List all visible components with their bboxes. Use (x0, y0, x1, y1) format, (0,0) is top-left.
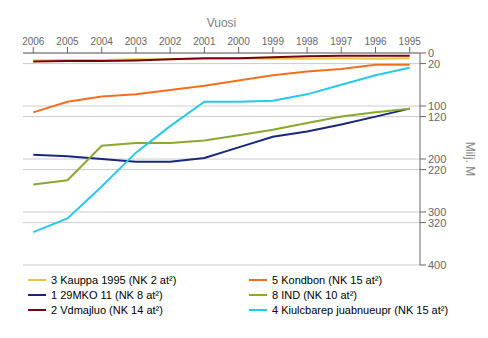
svg-text:100: 100 (428, 99, 447, 112)
html-text:3 Kauppa 1995 (NK 2 at²): 3 Kauppa 1995 (NK 2 at²) (51, 274, 177, 286)
html-text:2 Vdmajluo (NK 14 at²): 2 Vdmajluo (NK 14 at²) (51, 304, 163, 316)
svg-text:320: 320 (428, 217, 446, 229)
svg-text:2004: 2004 (91, 36, 114, 47)
html-text:1 29MKO 11 (NK 8 at²): 1 29MKO 11 (NK 8 at²) (51, 289, 163, 301)
svg-text:2000: 2000 (227, 36, 250, 47)
html-text:5 Kondbon (NK 15 at²): 5 Kondbon (NK 15 at²) (272, 274, 383, 286)
svg-text:2005: 2005 (56, 36, 79, 47)
svg-text:2002: 2002 (159, 36, 182, 47)
svg-text:1996: 1996 (364, 36, 387, 47)
svg-text:220: 220 (428, 164, 446, 176)
svg-text:Milj. M: Milj. M (463, 142, 477, 177)
svg-text:1995: 1995 (399, 36, 422, 47)
svg-text:20: 20 (428, 58, 440, 70)
svg-text:Vuosi: Vuosi (207, 16, 237, 30)
svg-text:0: 0 (428, 46, 435, 59)
svg-text:120: 120 (428, 111, 446, 123)
svg-text:2003: 2003 (125, 36, 148, 47)
svg-text:1998: 1998 (296, 36, 319, 47)
html-text:4 Kiulcbarep juabnueupr (NK 15: 4 Kiulcbarep juabnueupr (NK 15 at²) (272, 304, 449, 316)
svg-text:1997: 1997 (330, 36, 353, 47)
svg-text:1999: 1999 (262, 36, 285, 47)
svg-text:200: 200 (428, 152, 447, 165)
svg-text:2001: 2001 (193, 36, 216, 47)
svg-text:2006: 2006 (22, 36, 45, 47)
svg-text:300: 300 (428, 205, 447, 218)
html-text:8 IND (NK 10 at²): 8 IND (NK 10 at²) (272, 289, 357, 301)
svg-text:400: 400 (428, 259, 446, 270)
